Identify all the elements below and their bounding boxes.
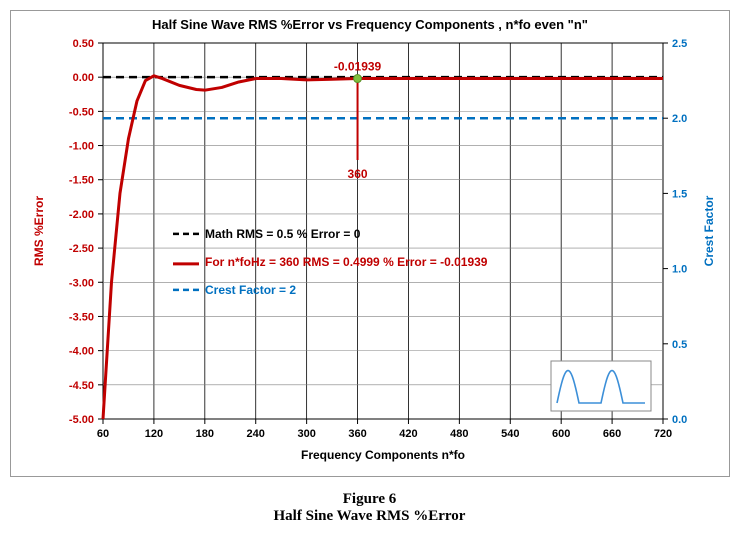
svg-text:180: 180 xyxy=(196,428,214,440)
svg-text:Half Sine Wave RMS %Error vs: Half Sine Wave RMS %Error vs Frequency C… xyxy=(152,17,588,32)
svg-text:0.00: 0.00 xyxy=(73,72,94,84)
svg-text:360: 360 xyxy=(348,428,366,440)
svg-text:-4.00: -4.00 xyxy=(69,346,94,358)
svg-text:720: 720 xyxy=(654,428,672,440)
svg-text:Crest Factor: Crest Factor xyxy=(702,195,716,266)
svg-text:-3.00: -3.00 xyxy=(69,277,94,289)
figure-caption: Figure 6 Half Sine Wave RMS %Error xyxy=(10,491,729,525)
svg-text:480: 480 xyxy=(450,428,468,440)
svg-text:-1.00: -1.00 xyxy=(69,141,94,153)
caption-fig-number: Figure 6 xyxy=(343,491,396,507)
svg-text:2.5: 2.5 xyxy=(672,38,687,50)
svg-text:-5.00: -5.00 xyxy=(69,414,94,426)
svg-text:1.0: 1.0 xyxy=(672,264,687,276)
svg-text:0.50: 0.50 xyxy=(73,38,94,50)
svg-text:-4.50: -4.50 xyxy=(69,380,94,392)
svg-text:360: 360 xyxy=(348,167,368,181)
svg-text:Frequency Components n*fo: Frequency Components n*fo xyxy=(301,448,465,462)
svg-text:-2.00: -2.00 xyxy=(69,209,94,221)
svg-text:0.0: 0.0 xyxy=(672,414,687,426)
svg-text:-3.50: -3.50 xyxy=(69,311,94,323)
svg-text:60: 60 xyxy=(97,428,109,440)
svg-text:Crest Factor = 2: Crest Factor = 2 xyxy=(205,283,296,297)
svg-text:For n*foHz = 360 RMS = 0.4999: For n*foHz = 360 RMS = 0.4999 % Error = … xyxy=(205,255,488,269)
chart-container: Half Sine Wave RMS %Error vs Frequency C… xyxy=(10,10,730,477)
svg-text:240: 240 xyxy=(247,428,265,440)
svg-text:120: 120 xyxy=(145,428,163,440)
svg-text:300: 300 xyxy=(297,428,315,440)
svg-text:-2.50: -2.50 xyxy=(69,243,94,255)
svg-text:2.0: 2.0 xyxy=(672,113,687,125)
svg-text:0.5: 0.5 xyxy=(672,339,687,351)
svg-text:RMS %Error: RMS %Error xyxy=(32,196,46,266)
caption-fig-title: Half Sine Wave RMS %Error xyxy=(274,508,466,524)
chart-svg: Half Sine Wave RMS %Error vs Frequency C… xyxy=(11,11,729,471)
svg-text:1.5: 1.5 xyxy=(672,188,687,200)
svg-text:540: 540 xyxy=(501,428,519,440)
svg-text:600: 600 xyxy=(552,428,570,440)
svg-text:660: 660 xyxy=(603,428,621,440)
svg-text:-0.50: -0.50 xyxy=(69,106,94,118)
svg-text:-1.50: -1.50 xyxy=(69,175,94,187)
svg-text:420: 420 xyxy=(399,428,417,440)
svg-text:Math RMS = 0.5 % Error = 0: Math RMS = 0.5 % Error = 0 xyxy=(205,227,361,241)
svg-text:-0.01939: -0.01939 xyxy=(334,60,382,74)
